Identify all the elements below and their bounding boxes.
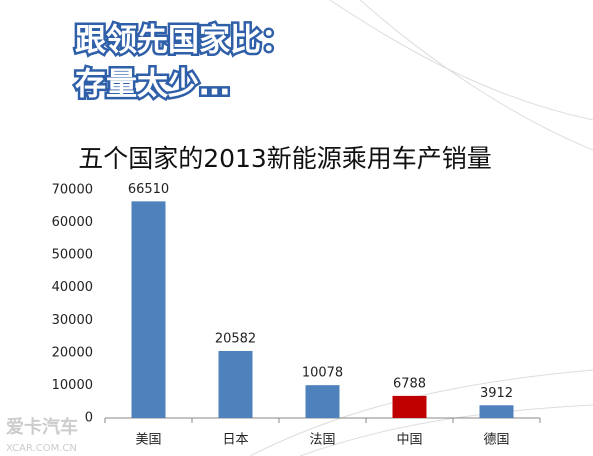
bar: [479, 405, 514, 418]
slide-heading: 存量太少…: [75, 67, 230, 103]
data-label: 66510: [128, 182, 169, 197]
y-tick-label: 70000: [52, 183, 93, 198]
bar: [131, 201, 166, 418]
slide-heading: 跟领先国家比：: [75, 23, 292, 59]
bar: [218, 350, 253, 418]
data-label: 10078: [302, 366, 343, 381]
chart-title: 五个国家的2013新能源乘用车产销量: [78, 144, 492, 173]
x-tick-label: 中国: [396, 433, 422, 448]
watermark: 爱卡汽车: [6, 416, 78, 438]
x-tick-label: 日本: [222, 433, 248, 448]
y-tick-label: 10000: [52, 378, 93, 393]
y-tick-label: 0: [85, 411, 93, 426]
watermark: XCAR.COM.CN: [6, 443, 77, 454]
y-tick-label: 50000: [52, 248, 93, 263]
y-tick-label: 40000: [52, 280, 93, 295]
bar: [305, 385, 340, 418]
data-label: 20582: [215, 331, 256, 346]
y-tick-label: 20000: [52, 345, 93, 360]
y-tick-label: 30000: [52, 313, 93, 328]
data-label: 6788: [393, 376, 426, 391]
data-label: 3912: [480, 386, 513, 401]
background-curves: [249, 0, 593, 456]
x-tick-label: 法国: [309, 433, 335, 448]
bar: [392, 395, 427, 418]
y-tick-label: 60000: [52, 215, 93, 230]
x-tick-label: 德国: [483, 433, 509, 448]
x-tick-label: 美国: [135, 433, 161, 448]
